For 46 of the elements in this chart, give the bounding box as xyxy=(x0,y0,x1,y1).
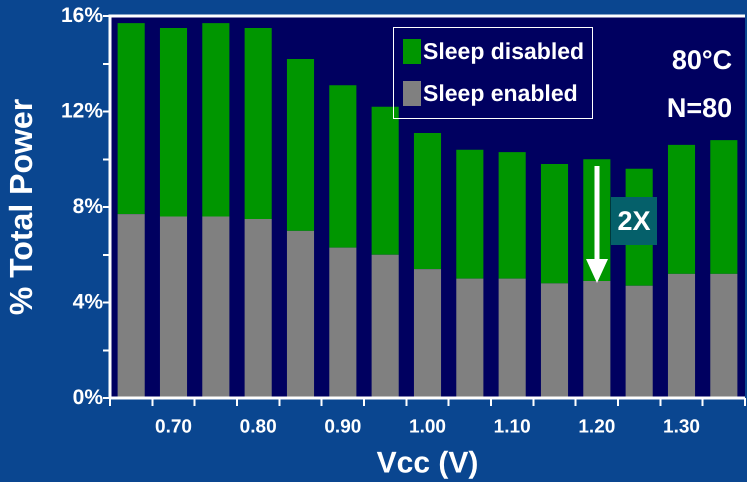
y-tick-label: 8% xyxy=(72,194,104,218)
y-tick-label: 12% xyxy=(60,99,104,122)
bar xyxy=(286,58,314,231)
legend-label: Sleep disabled xyxy=(423,38,584,64)
bar xyxy=(626,286,653,397)
x-tick-label: 0.70 xyxy=(155,416,192,438)
y-tick-label: 4% xyxy=(72,290,104,314)
y-tick-label: 16% xyxy=(60,4,104,27)
annotation: N=80 xyxy=(666,92,734,125)
x-tick-label: 1.10 xyxy=(494,416,531,438)
x-axis-title: Vcc (V) xyxy=(376,446,478,480)
bar xyxy=(160,28,188,217)
bar xyxy=(710,140,738,274)
annotation: 80°C xyxy=(670,44,734,77)
bar xyxy=(498,278,526,397)
bar xyxy=(160,216,188,397)
bar xyxy=(540,283,568,397)
annotation: 2X xyxy=(611,197,657,245)
y-tick-label: 0% xyxy=(72,386,104,409)
bar xyxy=(118,23,145,214)
legend-label: Sleep enabled xyxy=(423,80,578,106)
bar xyxy=(372,106,399,255)
bar xyxy=(456,150,484,279)
bar xyxy=(202,216,230,397)
x-tick-label: 1.30 xyxy=(663,416,700,438)
bar xyxy=(372,254,399,397)
bar xyxy=(244,218,272,397)
bar xyxy=(668,274,696,397)
bar xyxy=(202,23,230,217)
x-tick-label: 0.90 xyxy=(324,416,362,438)
bar xyxy=(286,230,314,397)
bar xyxy=(668,144,696,274)
y-axis-title: % Total Power xyxy=(3,98,40,316)
x-tick-label: 1.00 xyxy=(409,416,446,438)
x-tick-label: 1.20 xyxy=(578,416,616,438)
bar xyxy=(329,85,356,248)
bar xyxy=(414,132,442,270)
bar xyxy=(710,274,738,397)
bar xyxy=(118,214,145,397)
bar xyxy=(414,269,442,397)
x-tick-label: 0.80 xyxy=(240,416,277,438)
bar xyxy=(540,164,568,284)
bar xyxy=(498,152,526,279)
bar xyxy=(456,278,484,397)
bar xyxy=(244,28,272,219)
bar xyxy=(329,248,356,397)
